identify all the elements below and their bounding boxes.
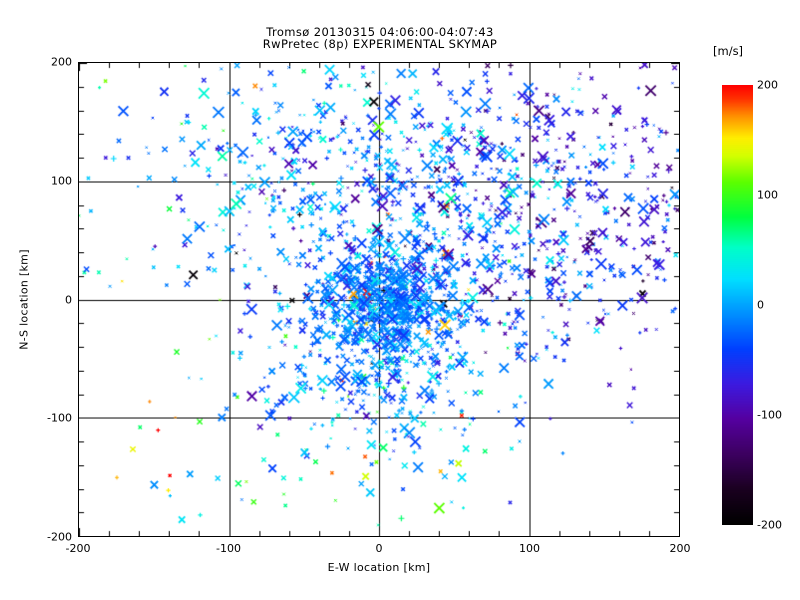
x-tick-label: -100 (216, 542, 241, 555)
x-axis-title: E-W location [km] (327, 561, 431, 574)
figure-title-line-2: RwPretec (8p) EXPERIMENTAL SKYMAP (262, 37, 498, 51)
y-tick-label: 200 (51, 55, 72, 69)
scatter-canvas (79, 63, 679, 536)
y-tick-label: 0 (65, 293, 72, 306)
colorbar-tick-label: 100 (757, 188, 778, 202)
colorbar-tick-label: -100 (757, 408, 782, 422)
colorbar-unit-label: [m/s] (713, 44, 744, 58)
colorbar-tick-label: 200 (757, 78, 778, 92)
x-tick-label: 0 (375, 542, 383, 555)
y-axis-title: N-S location [km] (17, 249, 31, 350)
colorbar-gradient (722, 85, 753, 525)
figure-title-block: Tromsø 20130315 04:06:00-04:07:43 RwPret… (0, 26, 760, 50)
y-tick-label: -200 (47, 530, 72, 544)
colorbar-tick-label: 0 (757, 298, 764, 312)
y-tick-label: -100 (47, 411, 72, 425)
x-tick-label: -200 (65, 542, 91, 555)
x-tick-label: 100 (519, 542, 540, 555)
colorbar (722, 85, 753, 525)
plot-area (78, 62, 680, 537)
y-tick-label: 100 (51, 174, 72, 188)
colorbar-tick-label: -200 (757, 518, 782, 532)
figure-title-line-1: Tromsø 20130315 04:06:00-04:07:43 (266, 25, 494, 39)
x-tick-label: 200 (669, 542, 691, 555)
